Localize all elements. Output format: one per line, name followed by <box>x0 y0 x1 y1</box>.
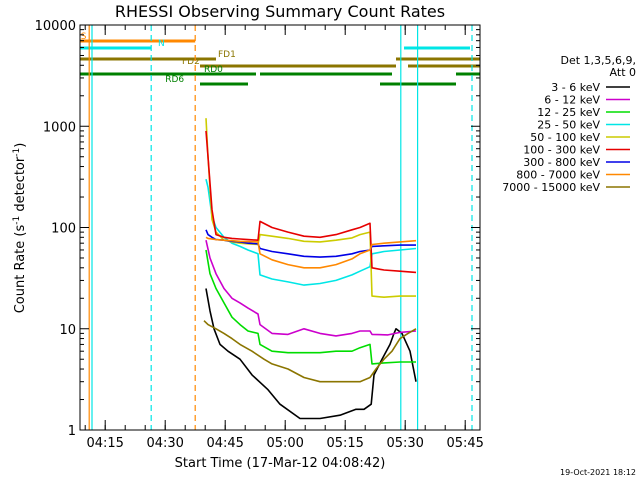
legend-entry-label: 3 - 6 keV <box>551 81 600 94</box>
plot-frame <box>79 24 481 431</box>
y-tick-label: 100 <box>51 222 76 237</box>
x-tick-label: 05:30 <box>386 436 423 451</box>
x-tick-label: 05:45 <box>446 436 483 451</box>
y-axis-label: Count Rate (s-1 detector-1) <box>12 143 28 314</box>
flag-label-fd1: FD1 <box>218 50 236 60</box>
legend-entry-label: 12 - 25 keV <box>537 106 600 119</box>
series-line-7 <box>205 236 417 269</box>
chart-title: RHESSI Observing Summary Count Rates <box>115 2 445 21</box>
y-tick-label: 1000 <box>43 120 76 135</box>
legend-entry-label: 800 - 7000 keV <box>516 169 600 182</box>
series-line-8 <box>203 320 417 383</box>
y-tick-label: 10000 <box>35 19 76 34</box>
legend-title-line: Det 1,3,5,6,9, <box>560 54 636 67</box>
event-vlines <box>88 25 473 430</box>
flag-label-rd0: RD0 <box>204 65 223 75</box>
series-line-1 <box>205 240 417 337</box>
legend-entry-label: 7000 - 15000 keV <box>502 181 600 194</box>
legend-entry-label: 100 - 300 keV <box>523 144 600 157</box>
flag-bars: S N FD1 FD2 RD0 RD6 <box>80 32 480 86</box>
y-tick-label: 10 <box>59 323 76 338</box>
y-axis-label-suffix: ) <box>13 143 28 148</box>
series-line-0 <box>205 288 417 420</box>
series-line-3 <box>205 179 417 286</box>
y-axis-label-prefix: Count Rate (s <box>13 225 28 314</box>
series-lines <box>203 118 417 420</box>
y-axis-label-exponent-2: -1 <box>12 148 22 157</box>
x-axis-ticks: 04:15 04:30 04:45 05:00 05:15 05:30 05:45 <box>84 25 484 451</box>
legend-entry-label: 25 - 50 keV <box>537 119 600 132</box>
x-tick-label: 05:00 <box>266 436 303 451</box>
y-axis-label-middle: detector <box>13 156 28 216</box>
generation-timestamp: 19-Oct-2021 18:12 <box>560 468 636 477</box>
y-axis-ticks: 1 10 100 1000 10000 <box>35 19 480 439</box>
flag-label-fd2: FD2 <box>182 57 200 67</box>
flag-label-rd6: RD6 <box>165 75 184 85</box>
flag-label-s: S <box>81 32 87 42</box>
legend-entry-label: 6 - 12 keV <box>544 94 600 107</box>
x-axis-label: Start Time (17-Mar-12 04:08:42) <box>175 456 386 471</box>
legend-title-line: Att 0 <box>610 66 636 79</box>
legend-entry-label: 300 - 800 keV <box>523 156 600 169</box>
y-axis-label-exponent-1: -1 <box>12 216 22 225</box>
x-tick-label: 04:15 <box>86 436 123 451</box>
x-tick-label: 04:45 <box>206 436 243 451</box>
x-tick-label: 05:15 <box>326 436 363 451</box>
y-tick-label: 1 <box>68 424 76 439</box>
legend-entry-label: 50 - 100 keV <box>530 131 600 144</box>
series-line-2 <box>205 249 416 365</box>
x-tick-label: 04:30 <box>146 436 183 451</box>
flag-label-n: N <box>158 39 165 49</box>
